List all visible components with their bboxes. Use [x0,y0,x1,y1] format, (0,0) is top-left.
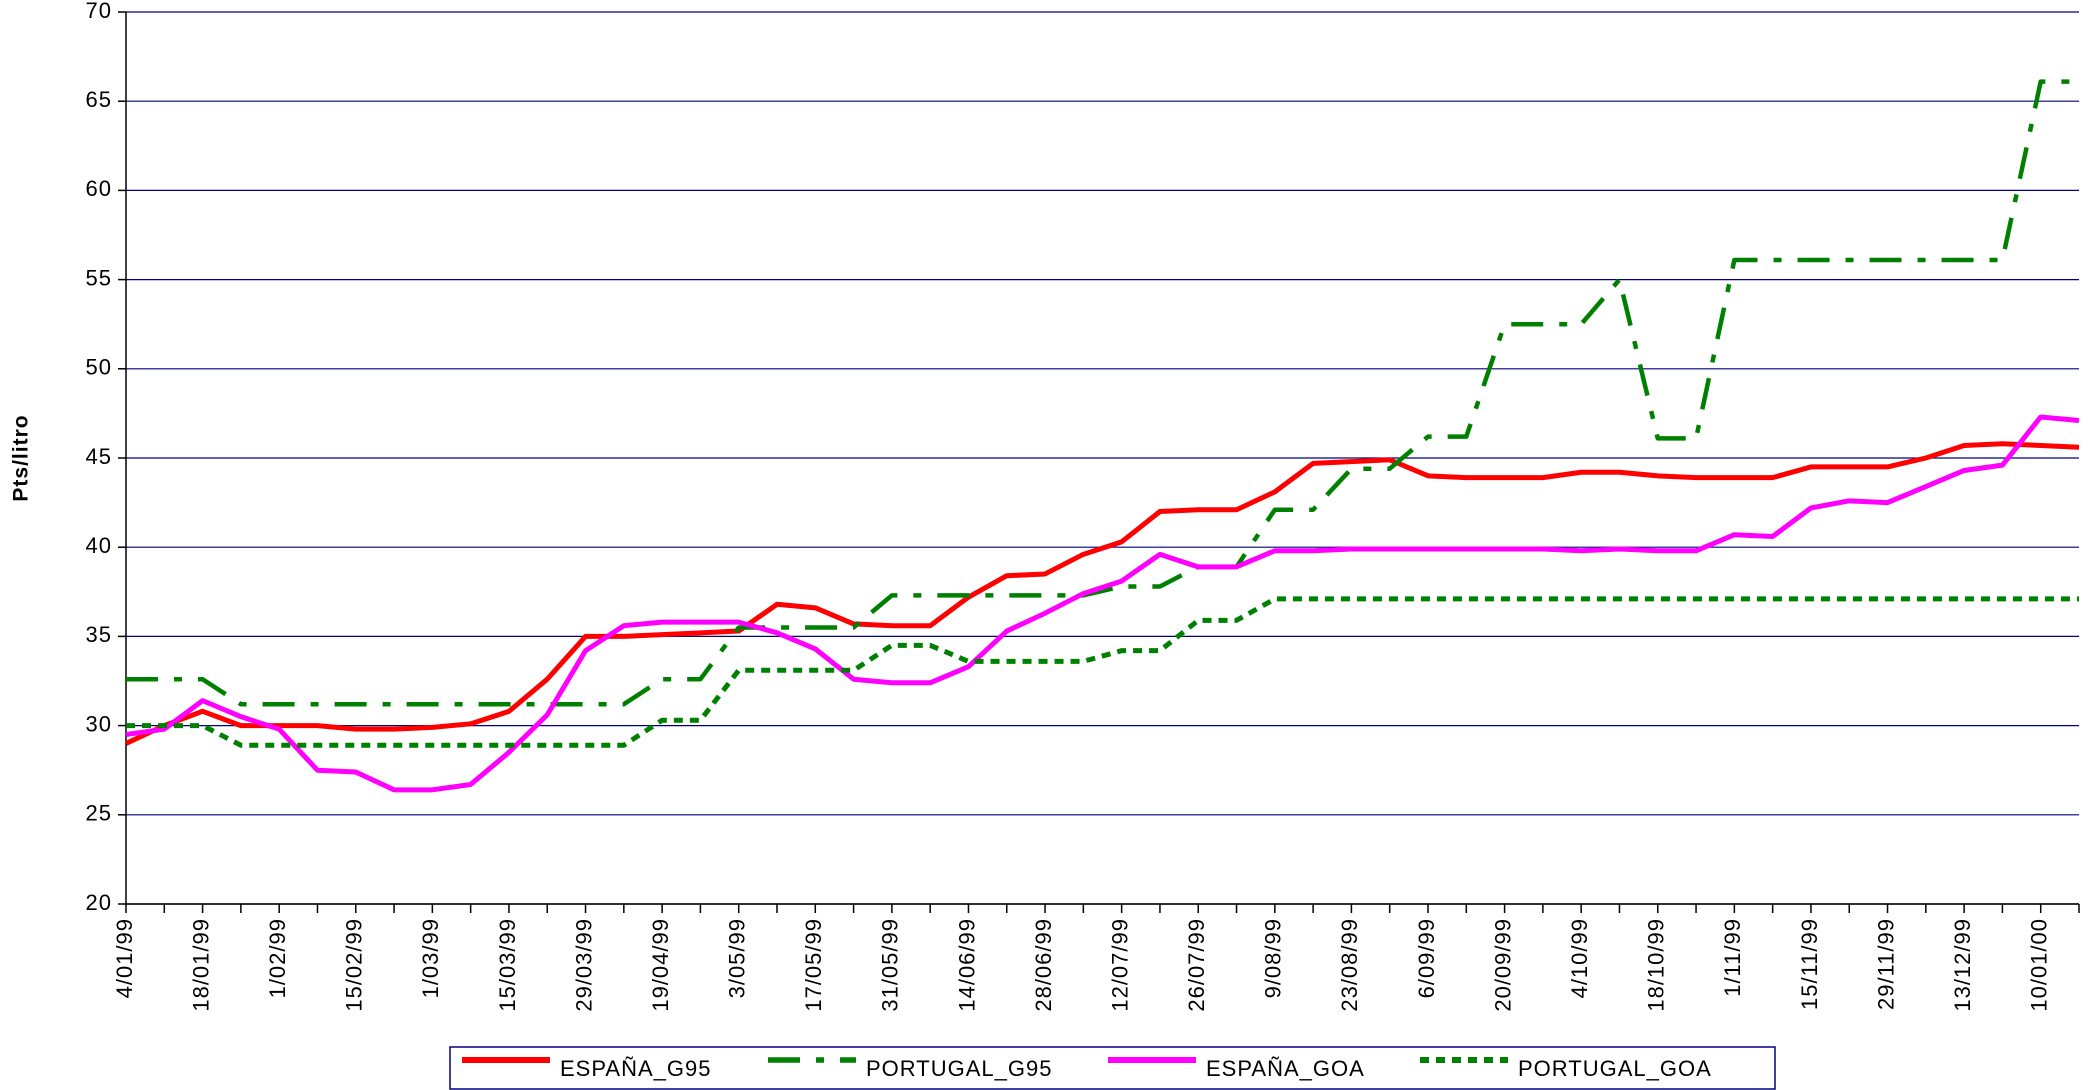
y-tick-label: 60 [86,176,112,201]
x-tick-label: 4/01/99 [112,918,137,998]
x-tick-label: 1/02/99 [265,918,290,998]
y-tick-label: 50 [86,355,112,380]
x-tick-label: 26/07/99 [1184,918,1209,1012]
y-tick-label: 30 [86,711,112,736]
series-line [124,441,2080,746]
x-tick-label: 31/05/99 [878,918,903,1012]
series-line [126,596,2079,748]
x-tick-label: 9/08/99 [1261,918,1286,998]
x-tick-label: 15/02/99 [342,918,367,1012]
legend-box [449,1046,1776,1090]
legend-label: PORTUGAL_GOA [1518,1056,1712,1081]
x-tick-label: 1/03/99 [418,918,443,998]
x-tick-label: 19/04/99 [648,918,673,1012]
x-tick-label: 17/05/99 [801,918,826,1012]
legend-label: ESPAÑA_GOA [1206,1056,1365,1081]
x-tick-label: 18/01/99 [188,918,213,1012]
y-tick-label: 65 [86,87,112,112]
x-tick-label: 6/09/99 [1414,918,1439,998]
series-line [126,79,2079,707]
legend-label: PORTUGAL_G95 [866,1056,1052,1081]
x-tick-label: 1/11/99 [1720,918,1745,997]
x-tick-label: 13/12/99 [1950,918,1975,1012]
x-tick-label: 15/11/99 [1797,918,1822,1010]
x-tick-label: 10/01/00 [2027,918,2052,1012]
y-tick-label: 70 [86,0,112,23]
x-tick-label: 14/06/99 [954,918,979,1012]
y-tick-label: 40 [86,533,112,558]
x-tick-label: 23/08/99 [1337,918,1362,1012]
x-tick-label: 12/07/99 [1107,918,1132,1012]
legend-label: ESPAÑA_G95 [560,1056,711,1081]
x-tick-label: 29/03/99 [571,918,596,1012]
x-tick-label: 28/06/99 [1031,918,1056,1012]
x-tick-label: 4/10/99 [1567,918,1592,998]
x-tick-label: 3/05/99 [725,918,750,998]
series-line [125,414,2080,793]
y-tick-label: 45 [86,444,112,469]
x-tick-label: 20/09/99 [1490,918,1515,1012]
y-tick-label: 20 [86,890,112,915]
y-tick-label: 55 [86,265,112,290]
x-tick-label: 15/03/99 [495,918,520,1012]
y-tick-label: 35 [86,622,112,647]
y-axis-label: Pts/litro [10,414,33,501]
y-tick-label: 25 [86,801,112,826]
x-tick-label: 18/10/99 [1644,918,1669,1012]
x-tick-label: 29/11/99 [1873,918,1898,1010]
